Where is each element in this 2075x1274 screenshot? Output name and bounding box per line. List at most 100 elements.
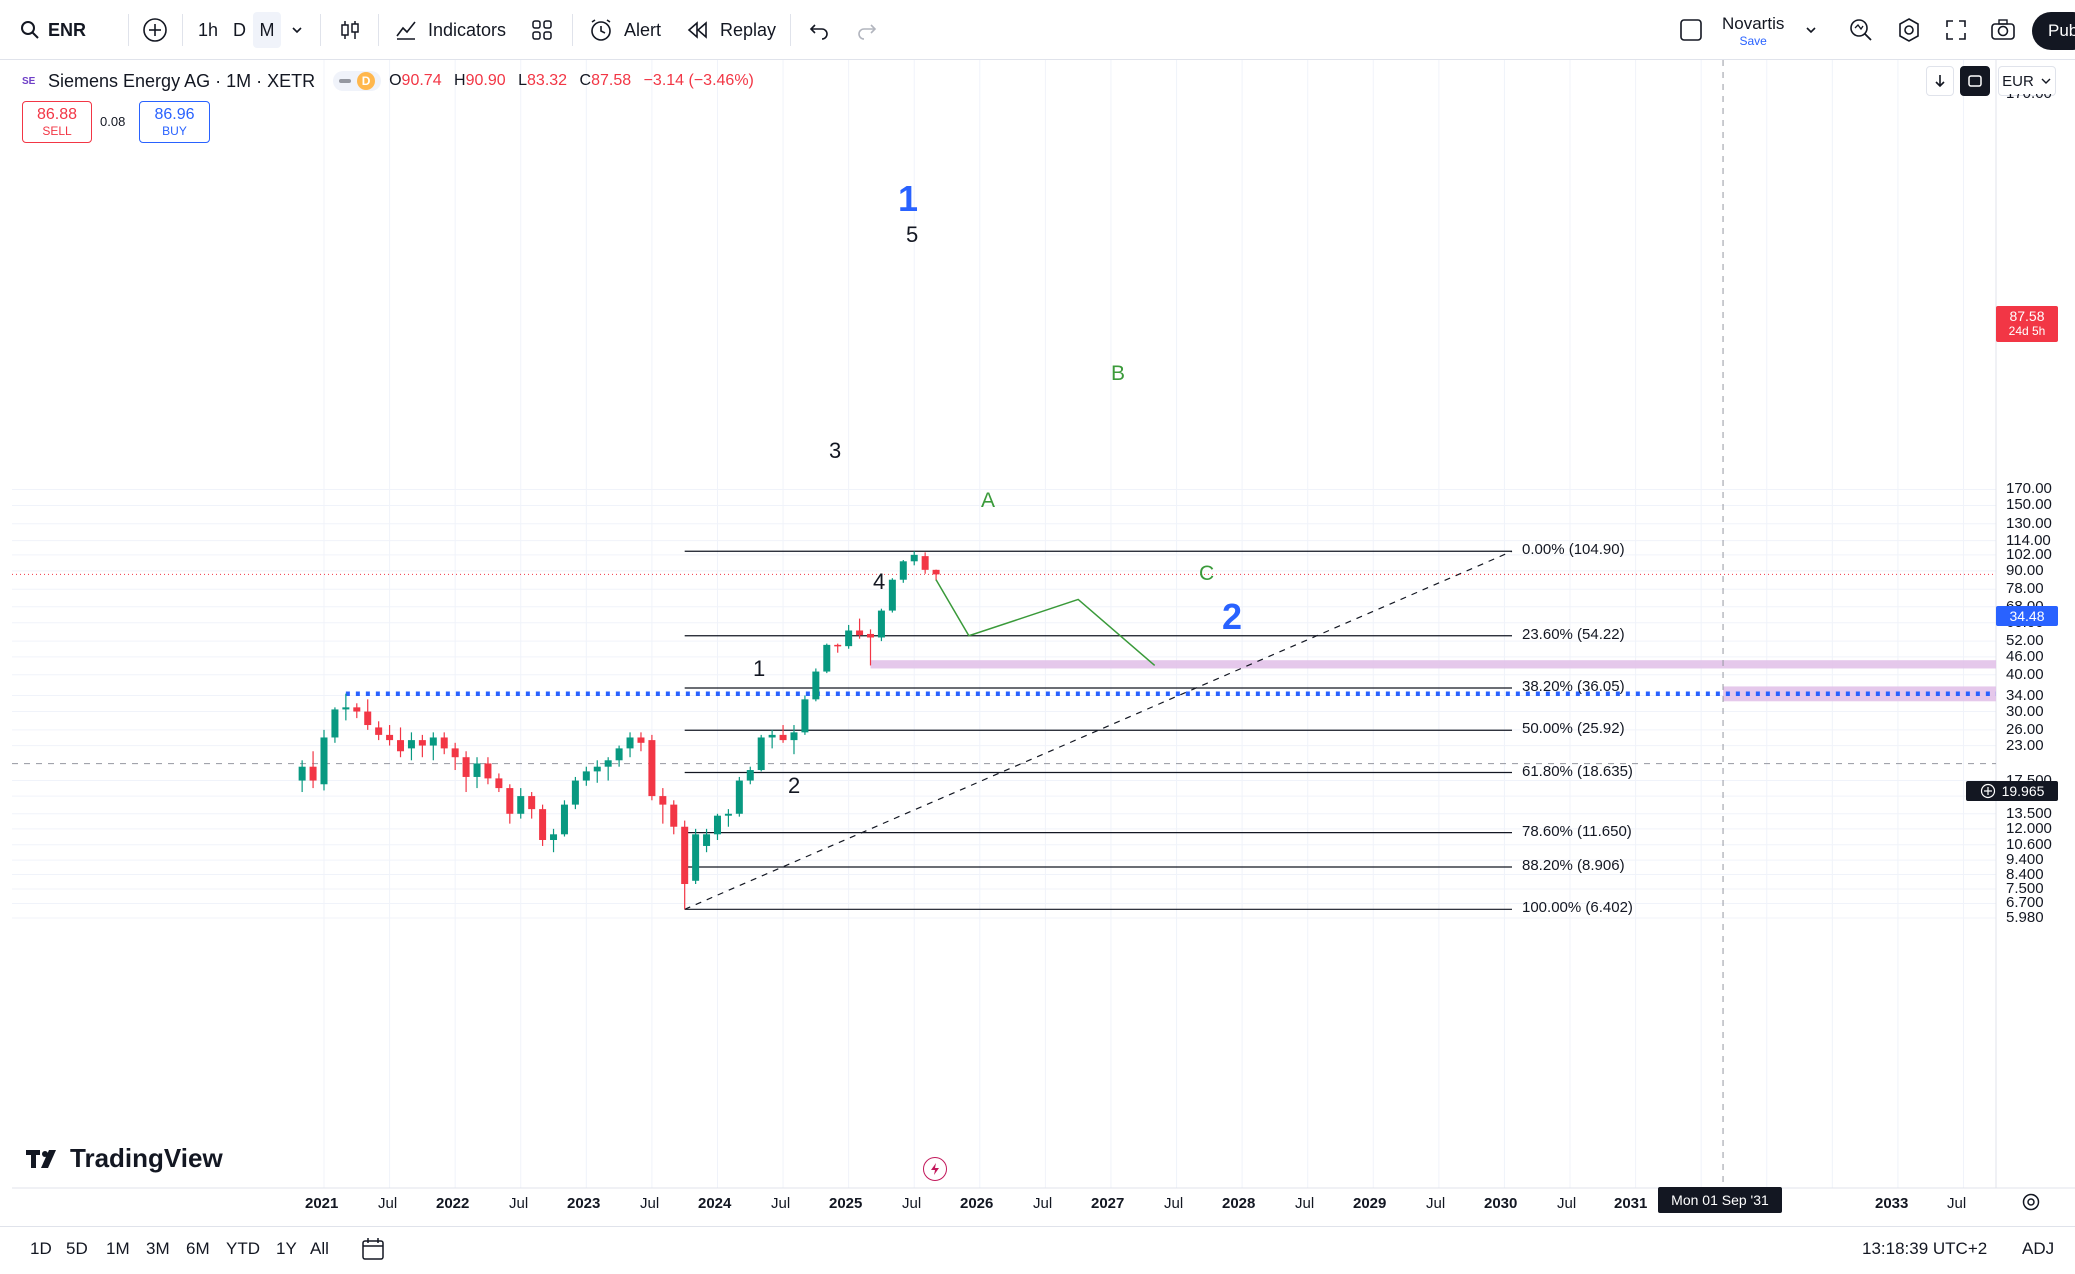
auto-scale-icon xyxy=(1968,75,1982,87)
interval-m[interactable]: M xyxy=(253,12,281,48)
high-label: H xyxy=(454,72,466,89)
symbol-search[interactable]: ENR xyxy=(20,12,86,48)
layout-dropdown[interactable] xyxy=(1804,12,1818,48)
interval-dropdown[interactable] xyxy=(290,12,304,48)
candle-body xyxy=(604,760,612,767)
layout-toggle[interactable] xyxy=(1678,12,1704,48)
candle-body xyxy=(670,804,678,827)
replay-button[interactable]: Replay xyxy=(686,12,776,48)
candle-body xyxy=(867,633,874,638)
undo-icon xyxy=(809,24,828,40)
time-axis-label: 2029 xyxy=(1353,1195,1387,1212)
price-axis-label: 46.00 xyxy=(2006,647,2044,665)
candle-body xyxy=(309,766,317,781)
chart-type-button[interactable] xyxy=(338,12,362,48)
zoom-icon xyxy=(1850,19,1872,41)
quick-search-button[interactable] xyxy=(1848,12,1874,48)
range-1y[interactable]: 1Y xyxy=(276,1239,297,1258)
time-axis-label: Jul xyxy=(771,1195,791,1212)
interval-1h[interactable]: 1h xyxy=(198,19,219,40)
event-badge[interactable] xyxy=(923,1157,947,1181)
symbol-title[interactable]: Siemens Energy AG · 1M · XETR xyxy=(48,70,316,91)
interval-d[interactable]: D xyxy=(233,19,246,40)
adj-toggle[interactable]: ADJ xyxy=(2022,1239,2055,1258)
candle-body xyxy=(932,569,940,575)
sell-button[interactable]: 86.88 SELL xyxy=(22,101,92,143)
snapshot-button[interactable] xyxy=(1990,12,2016,48)
settings-button[interactable] xyxy=(1896,12,1922,48)
date-range-button[interactable] xyxy=(360,1236,386,1267)
alert-button[interactable]: Alert xyxy=(588,12,661,48)
top-toolbar: ENR 1h D M Indicators Alert Replay Novar… xyxy=(0,0,2075,60)
last-price: 87.58 xyxy=(2009,308,2045,324)
candle-body xyxy=(571,780,579,805)
candle-body xyxy=(397,740,405,752)
wave-b-label: B xyxy=(1111,362,1126,385)
fib-level-label: 88.20% (8.906) xyxy=(1522,857,1625,875)
templates-button[interactable] xyxy=(530,12,554,48)
sell-price: 86.88 xyxy=(36,106,78,123)
redo-button[interactable] xyxy=(856,12,878,48)
range-1m[interactable]: 1M xyxy=(106,1239,130,1258)
time-axis-label: Jul xyxy=(1033,1195,1053,1212)
layout-name[interactable]: Novartis Save xyxy=(1722,14,1784,50)
candle-body xyxy=(429,737,437,746)
price-axis-label: 9.400 xyxy=(2006,851,2044,869)
price-axis-label: 40.00 xyxy=(2006,665,2044,683)
time-axis-label: Jul xyxy=(1947,1195,1967,1212)
chart-pane[interactable] xyxy=(12,60,2075,1223)
compare-button[interactable] xyxy=(142,12,168,48)
status-pill[interactable]: D xyxy=(333,71,382,91)
candle-body xyxy=(386,734,394,741)
axis-settings-button[interactable] xyxy=(2021,1192,2041,1217)
alert-label: Alert xyxy=(624,19,662,40)
change-value: −3.14 (−3.46%) xyxy=(643,72,754,89)
time-axis-label: 2031 xyxy=(1614,1195,1648,1212)
candle-body xyxy=(713,815,721,835)
candle-body xyxy=(593,766,601,772)
buy-button[interactable]: 86.96 BUY xyxy=(139,101,210,143)
candle-body xyxy=(517,796,525,814)
candle-body xyxy=(692,834,700,881)
indicators-button[interactable]: Indicators xyxy=(394,12,506,48)
layout-save: Save xyxy=(1739,34,1767,48)
ohlc-values: O90.74 H90.90 L83.32 C87.58 −3.14 (−3.46… xyxy=(389,72,762,90)
candle-body xyxy=(626,737,634,749)
candle-body xyxy=(648,740,656,797)
fullscreen-button[interactable] xyxy=(1944,12,1968,48)
price-axis-label: 26.00 xyxy=(2006,720,2044,738)
symbol-name: ENR xyxy=(48,19,87,40)
candle-body xyxy=(528,796,536,810)
sell-label: SELL xyxy=(42,124,72,138)
plus-circle-icon[interactable] xyxy=(1980,783,1996,799)
publish-button[interactable]: Pub xyxy=(2032,12,2075,50)
undo-button[interactable] xyxy=(808,12,830,48)
range-5d[interactable]: 5D xyxy=(66,1239,88,1258)
range-6m[interactable]: 6M xyxy=(186,1239,210,1258)
auto-scale-button[interactable] xyxy=(1960,66,1990,96)
range-3m[interactable]: 3M xyxy=(146,1239,170,1258)
candle-body xyxy=(440,737,448,749)
candle-body xyxy=(615,748,623,761)
candle-body xyxy=(550,834,558,840)
wave-c-label: C xyxy=(1199,562,1215,585)
search-icon xyxy=(21,21,39,39)
range-all[interactable]: All xyxy=(310,1239,329,1258)
wave-2-label: 2 xyxy=(788,773,801,798)
range-ytd[interactable]: YTD xyxy=(226,1239,260,1258)
close-label: C xyxy=(579,72,592,89)
time-axis-label: Jul xyxy=(1164,1195,1184,1212)
price-axis-label: 150.00 xyxy=(2006,496,2052,514)
currency-select[interactable]: EUR xyxy=(1998,66,2056,96)
fib-level-label: 0.00% (104.90) xyxy=(1522,541,1625,559)
fib-level-label: 78.60% (11.650) xyxy=(1522,822,1632,840)
range-1d[interactable]: 1D xyxy=(30,1239,52,1258)
plus-circle-icon xyxy=(143,18,167,42)
scroll-to-end-button[interactable] xyxy=(1926,66,1954,96)
candle-body xyxy=(703,834,711,846)
grid-icon xyxy=(532,20,552,40)
clock[interactable]: 13:18:39 UTC+2 xyxy=(1862,1239,1988,1258)
crosshair-price-tag: 19.965 xyxy=(1966,781,2058,801)
candle-body xyxy=(899,561,907,580)
tradingview-logo[interactable]: TradingView xyxy=(26,1143,223,1174)
